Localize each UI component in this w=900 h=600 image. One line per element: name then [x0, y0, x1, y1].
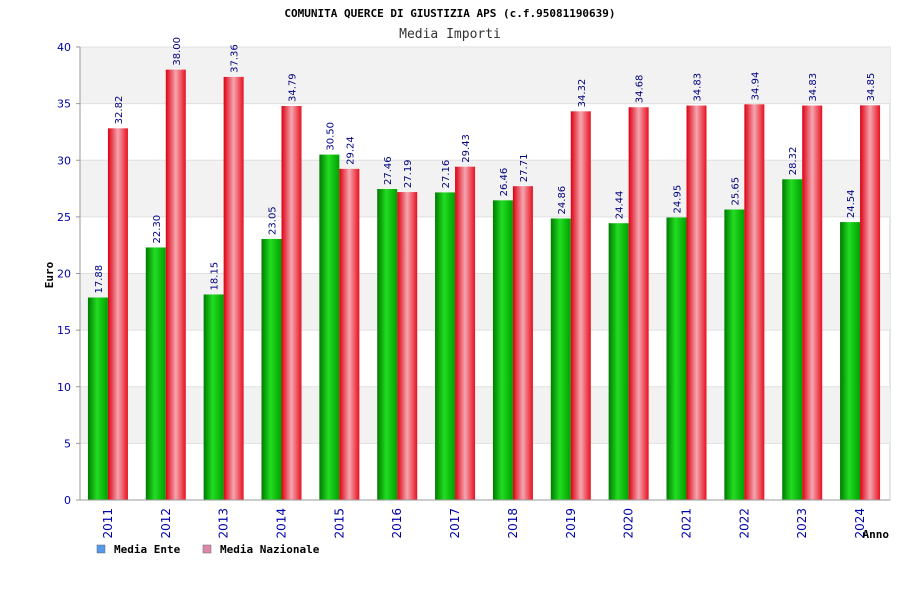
bar-nazionale-2024	[860, 105, 881, 500]
x-tick-label-2017: 2017	[448, 508, 462, 539]
value-label-ente-2023: 28.32	[788, 147, 799, 176]
value-label-ente-2020: 24.44	[615, 191, 626, 220]
y-tick-label: 15	[57, 324, 71, 337]
chart-subtitle: Media Importi	[399, 27, 501, 42]
bar-nazionale-2015	[339, 168, 360, 500]
value-label-nazionale-2014: 34.79	[288, 73, 299, 102]
bar-ente-2016	[377, 189, 398, 500]
y-tick-label: 20	[57, 268, 71, 281]
bar-ente-2017	[435, 192, 456, 500]
value-label-nazionale-2017: 29.43	[461, 134, 472, 163]
bar-ente-2015	[319, 154, 340, 500]
x-tick-label-2012: 2012	[159, 508, 173, 539]
value-label-nazionale-2011: 32.82	[114, 96, 125, 125]
value-label-nazionale-2015: 29.24	[345, 136, 356, 165]
bars	[87, 69, 881, 501]
y-tick-label: 0	[64, 494, 71, 507]
x-tick-label-2020: 2020	[622, 508, 636, 539]
value-label-ente-2019: 24.86	[557, 186, 568, 215]
value-label-ente-2012: 22.30	[152, 215, 163, 244]
x-tick-label-2016: 2016	[390, 508, 404, 539]
value-label-nazionale-2023: 34.83	[808, 73, 819, 102]
bar-nazionale-2020	[628, 107, 649, 501]
y-tick-label: 5	[64, 437, 71, 450]
legend-label-nazionale: Media Nazionale	[220, 543, 320, 556]
value-label-ente-2024: 24.54	[846, 189, 857, 218]
x-tick-label-2019: 2019	[564, 508, 578, 539]
bar-nazionale-2019	[570, 111, 591, 501]
x-tick-label-2023: 2023	[795, 508, 809, 539]
value-label-ente-2017: 27.16	[441, 160, 452, 189]
bar-nazionale-2023	[802, 105, 823, 501]
bar-nazionale-2016	[397, 192, 418, 501]
grid-band	[80, 47, 890, 104]
x-axis-label: Anno	[863, 528, 890, 541]
bar-nazionale-2012	[165, 69, 186, 501]
value-label-ente-2016: 27.46	[383, 156, 394, 185]
y-tick-label: 40	[57, 41, 71, 54]
bar-ente-2013	[203, 294, 224, 500]
chart-title: COMUNITA QUERCE DI GIUSTIZIA APS (c.f.95…	[284, 7, 615, 20]
legend: Media Ente Media Nazionale	[96, 543, 320, 556]
value-labels: 17.88 32.82 22.30 38.00 18.15 37.36 23.05 34.79…	[94, 37, 877, 293]
bar-ente-2012	[145, 247, 166, 500]
bar-ente-2024	[840, 222, 861, 500]
x-tick-label-2024: 2024	[853, 508, 867, 539]
value-label-nazionale-2019: 34.32	[577, 79, 588, 108]
x-tick-label-2018: 2018	[506, 508, 520, 539]
value-label-nazionale-2021: 34.83	[693, 73, 704, 102]
y-axis: 0 5 10 15 20 25 30 35 40	[57, 41, 81, 507]
bar-ente-2019	[550, 218, 571, 500]
x-tick-label-2015: 2015	[332, 508, 346, 539]
legend-swatch-ente	[96, 544, 106, 554]
y-tick-label: 25	[57, 211, 71, 224]
value-label-nazionale-2013: 37.36	[230, 44, 241, 73]
x-axis: 2011 2012 2013 2014 2015 2016 2017 2018 2019 2020…	[80, 499, 890, 539]
value-label-ente-2018: 26.46	[499, 168, 510, 197]
y-tick-label: 30	[57, 154, 71, 167]
value-label-ente-2021: 24.95	[673, 185, 684, 214]
legend-label-ente: Media Ente	[114, 543, 181, 556]
value-label-nazionale-2018: 27.71	[519, 154, 530, 183]
bar-nazionale-2018	[512, 186, 533, 500]
value-label-nazionale-2012: 38.00	[172, 37, 183, 66]
value-label-nazionale-2022: 34.94	[750, 72, 761, 101]
x-tick-label-2021: 2021	[680, 508, 694, 539]
value-label-ente-2013: 18.15	[210, 262, 221, 291]
bar-ente-2022	[724, 209, 745, 501]
legend-swatch-nazionale	[202, 544, 212, 554]
bar-ente-2023	[782, 179, 803, 500]
x-tick-label-2022: 2022	[737, 508, 751, 539]
value-label-nazionale-2020: 34.68	[635, 75, 646, 104]
value-label-nazionale-2024: 34.85	[866, 73, 877, 102]
value-label-ente-2014: 23.05	[268, 206, 279, 235]
value-label-nazionale-2016: 27.19	[403, 159, 414, 188]
grid-band	[80, 160, 890, 217]
grid-band	[80, 386, 890, 444]
y-tick-label: 35	[57, 98, 71, 111]
bar-nazionale-2013	[223, 76, 244, 500]
bar-nazionale-2011	[107, 128, 128, 500]
grid-band	[80, 273, 890, 331]
bar-ente-2021	[666, 217, 687, 500]
bar-nazionale-2021	[686, 105, 707, 501]
bar-nazionale-2017	[455, 166, 476, 500]
bar-ente-2020	[608, 223, 629, 501]
value-label-ente-2011: 17.88	[94, 265, 105, 294]
value-label-ente-2015: 30.50	[325, 122, 336, 151]
bar-ente-2018	[492, 200, 513, 500]
bar-ente-2011	[87, 297, 108, 500]
bar-nazionale-2022	[744, 104, 765, 500]
x-tick-label-2013: 2013	[217, 508, 231, 539]
y-axis-label: Euro	[43, 261, 56, 288]
bar-ente-2014	[261, 238, 282, 501]
bar-nazionale-2014	[281, 106, 302, 501]
x-tick-label-2011: 2011	[101, 508, 115, 539]
value-label-ente-2022: 25.65	[730, 177, 741, 206]
x-tick-label-2014: 2014	[275, 508, 289, 539]
y-tick-label: 10	[57, 381, 71, 394]
